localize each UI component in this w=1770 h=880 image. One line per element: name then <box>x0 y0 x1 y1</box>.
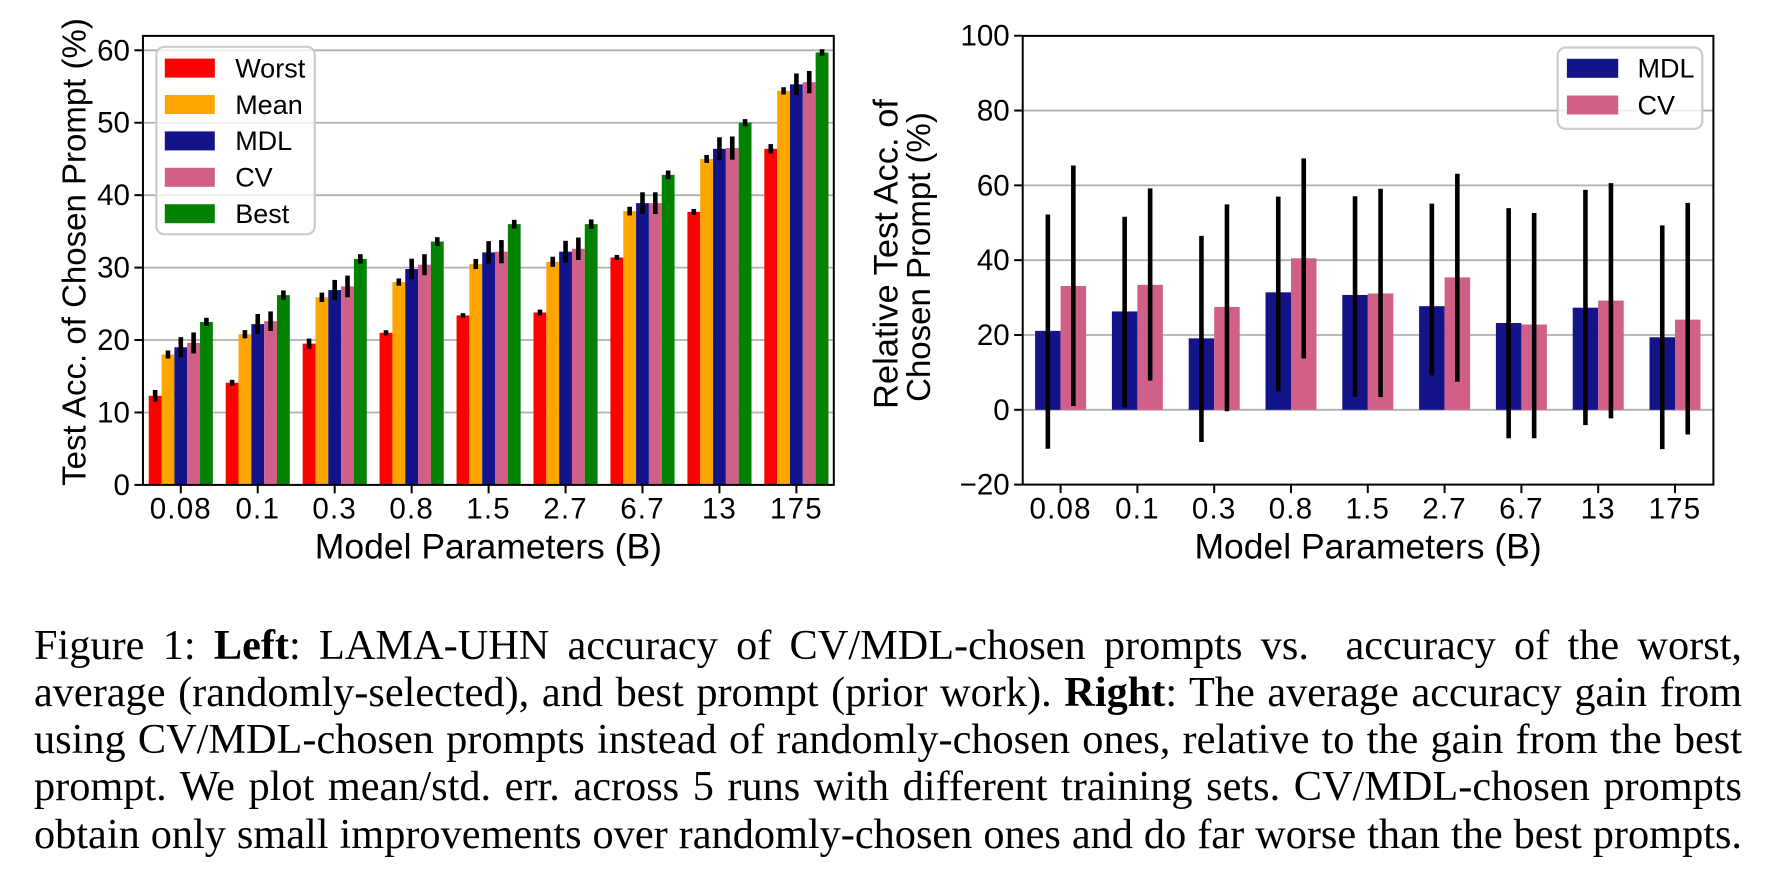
svg-text:13: 13 <box>1581 493 1616 526</box>
svg-text:6.7: 6.7 <box>1499 493 1544 526</box>
svg-text:Chosen Prompt (%): Chosen Prompt (%) <box>900 112 937 402</box>
svg-text:175: 175 <box>1649 493 1702 526</box>
svg-text:0.1: 0.1 <box>235 493 280 526</box>
svg-text:0.08: 0.08 <box>150 493 212 526</box>
svg-text:6.7: 6.7 <box>620 493 665 526</box>
svg-text:20: 20 <box>97 324 130 357</box>
svg-text:175: 175 <box>770 493 823 526</box>
svg-text:Test Acc. of Chosen Prompt (%): Test Acc. of Chosen Prompt (%) <box>56 18 93 486</box>
svg-text:0.3: 0.3 <box>1192 493 1237 526</box>
svg-text:0: 0 <box>993 394 1009 427</box>
svg-text:80: 80 <box>977 95 1010 128</box>
svg-text:2.7: 2.7 <box>1422 493 1467 526</box>
svg-text:60: 60 <box>977 169 1010 202</box>
svg-text:Model Parameters (B): Model Parameters (B) <box>1194 527 1541 567</box>
svg-text:Mean: Mean <box>235 90 303 120</box>
svg-text:0.08: 0.08 <box>1029 493 1091 526</box>
svg-text:1.5: 1.5 <box>1345 493 1390 526</box>
svg-text:0: 0 <box>114 469 130 502</box>
svg-text:0.8: 0.8 <box>1269 493 1314 526</box>
svg-text:0.3: 0.3 <box>312 493 357 526</box>
svg-text:CV: CV <box>235 163 273 193</box>
svg-text:100: 100 <box>960 20 1009 53</box>
svg-text:−20: −20 <box>960 469 1010 502</box>
svg-text:60: 60 <box>97 34 130 67</box>
svg-text:Model Parameters (B): Model Parameters (B) <box>315 527 662 567</box>
svg-text:CV: CV <box>1638 90 1676 120</box>
svg-text:40: 40 <box>97 179 130 212</box>
svg-text:Relative Test Acc. of: Relative Test Acc. of <box>868 99 906 409</box>
svg-text:Worst: Worst <box>235 53 306 83</box>
svg-text:0.1: 0.1 <box>1115 493 1160 526</box>
svg-text:13: 13 <box>702 493 737 526</box>
svg-text:10: 10 <box>97 396 130 429</box>
svg-text:1.5: 1.5 <box>466 493 511 526</box>
svg-text:0.8: 0.8 <box>389 493 434 526</box>
svg-text:30: 30 <box>97 252 130 285</box>
svg-text:MDL: MDL <box>235 126 292 156</box>
svg-text:50: 50 <box>97 107 130 140</box>
svg-text:40: 40 <box>977 244 1010 277</box>
svg-text:MDL: MDL <box>1638 54 1695 84</box>
svg-text:Best: Best <box>235 199 290 229</box>
svg-text:2.7: 2.7 <box>543 493 588 526</box>
svg-text:20: 20 <box>977 319 1010 352</box>
